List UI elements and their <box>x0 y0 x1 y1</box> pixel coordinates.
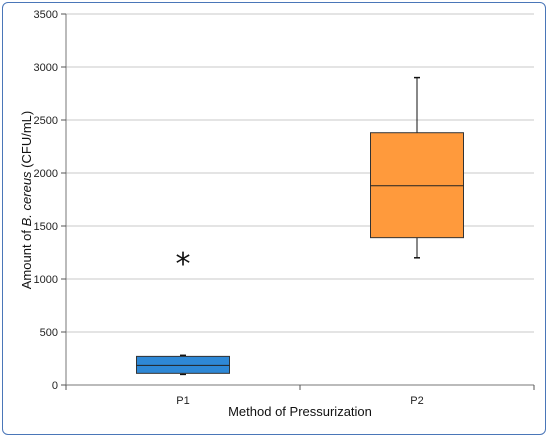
y-axis-title-species: B. cereus <box>19 171 34 226</box>
y-axis-title-suffix: (CFU/mL) <box>19 111 34 172</box>
y-axis-ticks: 0 500 1000 1500 2000 2500 3000 3500 <box>34 9 66 392</box>
y-tick-label: 2500 <box>34 115 58 127</box>
significance-asterisk: * <box>176 247 191 282</box>
y-tick-label: 3500 <box>34 9 58 21</box>
x-axis-ticks: P1 P2 <box>65 385 535 407</box>
boxes <box>136 76 464 376</box>
y-tick-label: 3000 <box>34 62 58 74</box>
y-tick-label: 2000 <box>34 168 58 180</box>
box-iqr <box>136 355 230 374</box>
box-p2 <box>370 76 464 259</box>
y-tick-label: 1500 <box>34 221 58 233</box>
y-axis-title: Amount of B. cereus (CFU/mL) <box>19 111 34 289</box>
x-tick-label-p1: P1 <box>176 395 189 407</box>
y-tick-label: 1000 <box>34 274 58 286</box>
y-tick-label: 500 <box>40 327 58 339</box>
box-iqr <box>370 132 464 239</box>
y-tick-label: 0 <box>52 380 58 392</box>
y-axis-title-prefix: Amount of <box>19 226 34 289</box>
x-tick-label-p2: P2 <box>410 395 423 407</box>
annotations: * <box>176 247 191 282</box>
box-p1 <box>136 354 230 376</box>
x-axis-title: Method of Pressurization <box>228 404 372 419</box>
